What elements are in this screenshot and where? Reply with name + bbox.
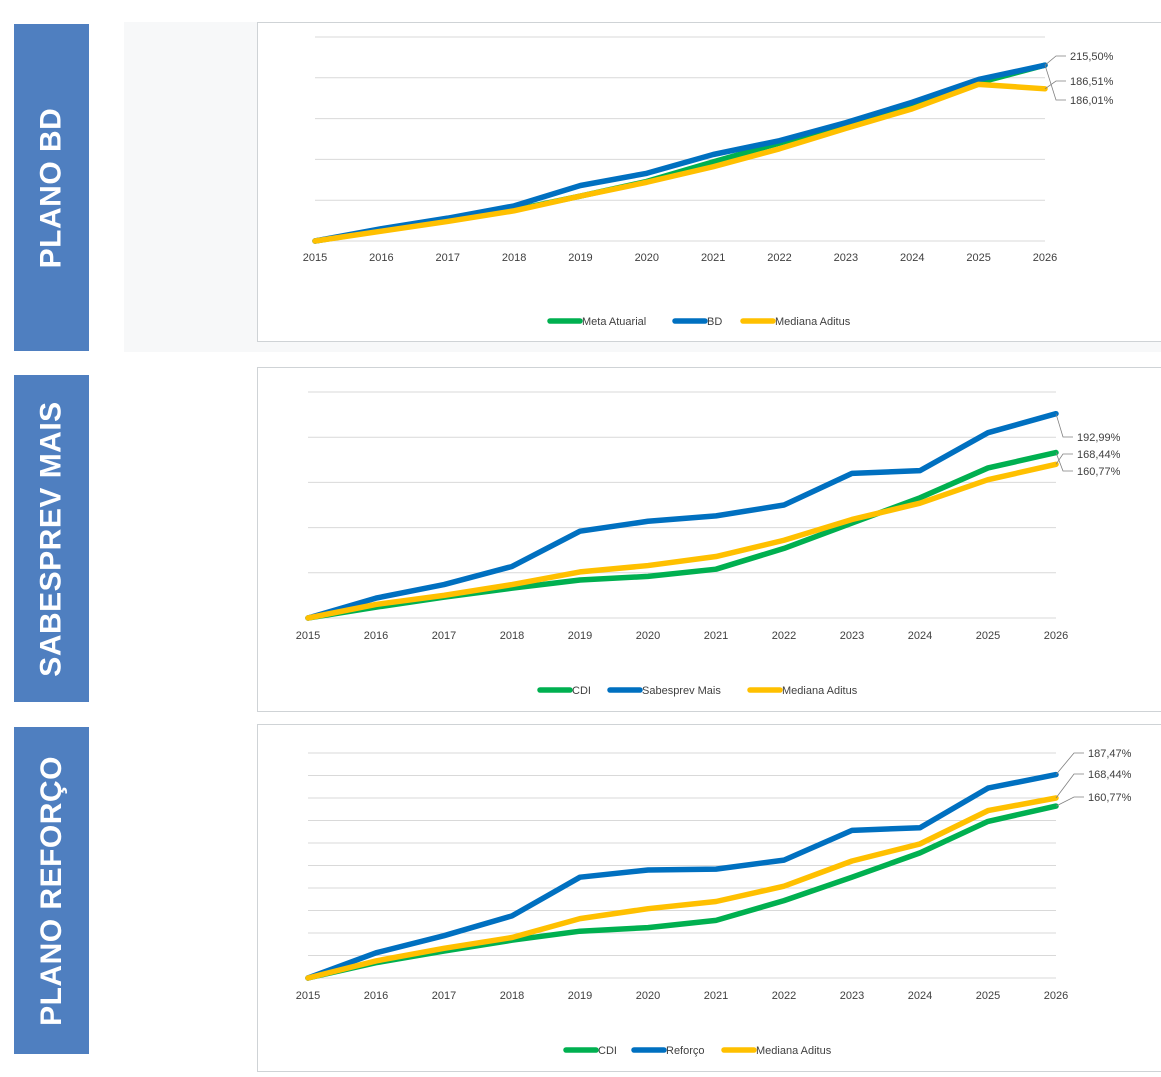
section-label-plano-reforco: PLANO REFORÇO: [14, 727, 89, 1054]
section-label-text: PLANO BD: [34, 107, 68, 268]
series-line-mediana-aditus: [305, 795, 1059, 981]
chart-panel-plano-bd: 2015 2016 2017 2018 2019 2020 2021 2022 2023 2024…: [257, 22, 1161, 342]
legend-label: Mediana Aditus: [775, 316, 851, 328]
x-tick-label: 2021: [701, 252, 725, 264]
end-label-leader: [1055, 413, 1073, 438]
x-tick-label: 2019: [568, 252, 592, 264]
section-label-plano-bd: PLANO BD: [14, 24, 89, 351]
end-value-label: 186,01%: [1070, 95, 1114, 107]
section-label-text: SABESPREV MAIS: [34, 400, 68, 677]
x-tick-label: 2016: [364, 630, 388, 642]
legend-label: CDI: [598, 1045, 617, 1057]
end-value-label: 187,47%: [1088, 748, 1132, 760]
legend-label: Reforço: [666, 1045, 705, 1057]
end-label-leader: [1055, 452, 1073, 472]
x-tick-label: 2023: [834, 252, 858, 264]
legend-label: Mediana Aditus: [756, 1045, 832, 1057]
x-tick-label: 2021: [704, 630, 728, 642]
x-tick-label: 2020: [635, 252, 659, 264]
x-tick-label: 2021: [704, 990, 728, 1002]
x-tick-label: 2026: [1044, 630, 1068, 642]
x-tick-label: 2015: [303, 252, 327, 264]
x-tick-label: 2016: [369, 252, 393, 264]
end-value-label: 168,44%: [1088, 769, 1132, 781]
x-tick-label: 2018: [500, 630, 524, 642]
chart-plano-bd: 2015 2016 2017 2018 2019 2020 2021 2022 2023 2024…: [303, 36, 1114, 328]
x-tick-label: 2023: [840, 630, 864, 642]
x-tick-label: 2019: [568, 630, 592, 642]
legend-label: Mediana Aditus: [782, 685, 858, 697]
end-label-leader: [1044, 65, 1066, 101]
series-line-mediana-aditus: [305, 461, 1059, 621]
series-line-bd: [312, 62, 1048, 244]
section-label-sabesprev-mais: SABESPREV MAIS: [14, 375, 89, 702]
x-tick-label: 2022: [772, 630, 796, 642]
chart-panel-sabesprev-mais: 2015 2016 2017 2018 2019 2020 2021 2022 2023 2024…: [257, 367, 1161, 712]
x-tick-label: 2026: [1033, 252, 1057, 264]
end-label-leader: [1055, 453, 1073, 465]
x-tick-label: 2023: [840, 990, 864, 1002]
series-line-sabesprev-mais: [305, 410, 1059, 621]
end-label-leader: [1055, 773, 1084, 799]
x-tick-label: 2024: [908, 630, 932, 642]
x-tick-label: 2022: [767, 252, 791, 264]
x-tick-label: 2026: [1044, 990, 1068, 1002]
x-tick-label: 2020: [636, 990, 660, 1002]
x-tick-label: 2015: [296, 990, 320, 1002]
x-tick-label: 2025: [976, 630, 1000, 642]
end-label-leader: [1055, 752, 1084, 775]
x-tick-label: 2024: [900, 252, 924, 264]
x-tick-label: 2018: [502, 252, 526, 264]
legend-label: CDI: [572, 685, 591, 697]
x-tick-label: 2024: [908, 990, 932, 1002]
end-value-label: 160,77%: [1088, 792, 1132, 804]
x-tick-label: 2025: [976, 990, 1000, 1002]
legend-label: BD: [707, 316, 722, 328]
chart-plano-reforco: 2015 2016 2017 2018 2019 2020 2021 2022 2023 2024…: [296, 748, 1132, 1057]
chart-sabesprev-mais: 2015 2016 2017 2018 2019 2020 2021 2022 2023 2024…: [296, 391, 1121, 697]
end-label-leader: [1044, 55, 1066, 66]
end-value-label: 168,44%: [1077, 449, 1121, 461]
end-label-leader: [1044, 80, 1066, 90]
x-tick-label: 2017: [432, 990, 456, 1002]
end-label-leader: [1055, 796, 1084, 807]
end-value-label: 186,51%: [1070, 76, 1114, 88]
x-tick-label: 2017: [435, 252, 459, 264]
x-tick-label: 2025: [966, 252, 990, 264]
x-tick-label: 2015: [296, 630, 320, 642]
end-value-label: 160,77%: [1077, 466, 1121, 478]
x-tick-label: 2020: [636, 630, 660, 642]
legend-label: Meta Atuarial: [582, 316, 646, 328]
x-tick-label: 2019: [568, 990, 592, 1002]
end-value-label: 192,99%: [1077, 432, 1121, 444]
x-tick-label: 2022: [772, 990, 796, 1002]
x-tick-label: 2017: [432, 630, 456, 642]
series-line-cdi: [305, 449, 1059, 621]
end-value-label: 215,50%: [1070, 51, 1114, 63]
legend-label: Sabesprev Mais: [642, 685, 721, 697]
chart-panel-plano-reforco: 2015 2016 2017 2018 2019 2020 2021 2022 2023 2024…: [257, 724, 1161, 1072]
x-tick-label: 2016: [364, 990, 388, 1002]
series-line-refor-o: [305, 771, 1059, 981]
series-line-mediana-aditus: [312, 81, 1048, 244]
x-tick-label: 2018: [500, 990, 524, 1002]
section-label-text: PLANO REFORÇO: [34, 755, 68, 1026]
